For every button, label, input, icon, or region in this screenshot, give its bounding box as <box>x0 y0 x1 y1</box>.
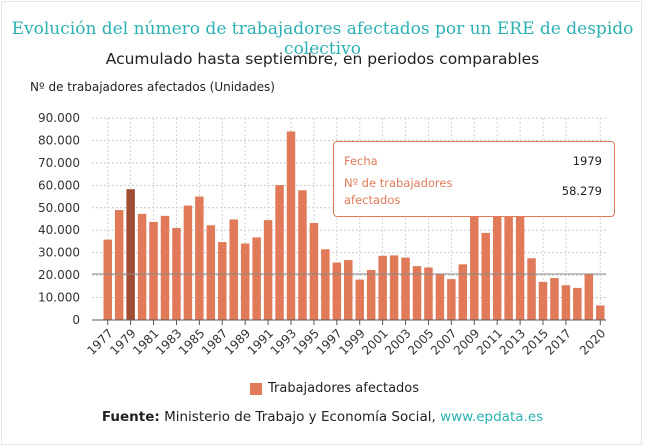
tooltip-date-key: Fecha <box>344 154 378 168</box>
bar-1988[interactable] <box>229 219 238 320</box>
tooltip-workers-key: Nº de trabajadores afectados <box>344 176 453 207</box>
bar-2016[interactable] <box>550 278 559 320</box>
bar-2006[interactable] <box>435 273 445 320</box>
bar-1993[interactable] <box>286 131 296 320</box>
bar-1991[interactable] <box>263 220 273 320</box>
source-link[interactable]: www.epdata.es <box>440 409 544 425</box>
bar-2004[interactable] <box>412 266 422 320</box>
bar-1977[interactable] <box>103 239 112 320</box>
y-axis-label: Nº de trabajadores afectados (Unidades) <box>30 80 275 94</box>
bar-2020[interactable] <box>596 305 605 320</box>
tooltip: Fecha 1979 Nº de trabajadores afectados … <box>333 141 615 217</box>
bar-2001[interactable] <box>378 255 387 320</box>
legend-label: Trabajadores afectados <box>268 381 420 396</box>
bar-1990[interactable] <box>252 237 261 320</box>
y-tick-label: 80.000 <box>38 133 80 147</box>
tooltip-date-value: 1979 <box>572 154 602 168</box>
bar-1985[interactable] <box>195 196 204 320</box>
chart-title: Evolución del número de trabajadores afe… <box>11 19 634 59</box>
y-tick-label: 20.000 <box>38 268 80 282</box>
bar-1989[interactable] <box>240 243 250 320</box>
bar-2013[interactable] <box>515 215 525 320</box>
bar-1987[interactable] <box>218 242 227 320</box>
bar-1981[interactable] <box>149 221 158 320</box>
bar-2012[interactable] <box>504 203 513 320</box>
y-tick-label: 40.000 <box>38 223 80 237</box>
source-text: Ministerio de Trabajo y Economía Social, <box>164 409 436 425</box>
bar-1986[interactable] <box>206 225 216 320</box>
bar-1995[interactable] <box>309 223 319 320</box>
y-tick-label: 50.000 <box>38 201 80 215</box>
bar-1996[interactable] <box>321 249 330 320</box>
chart-subtitle: Acumulado hasta septiembre, en periodos … <box>105 50 540 68</box>
bar-1984[interactable] <box>183 205 193 320</box>
bar-1982[interactable] <box>160 215 170 320</box>
tooltip-workers-value: 58.279 <box>561 184 602 198</box>
y-tick-label: 10.000 <box>38 291 80 305</box>
y-tick-label: 0 <box>72 313 80 327</box>
source-label: Fuente: <box>101 409 160 425</box>
y-tick-label: 60.000 <box>38 178 80 192</box>
bar-2014[interactable] <box>527 258 536 320</box>
bar-2008[interactable] <box>458 264 468 320</box>
x-tick-label: 2020 <box>577 326 608 357</box>
bar-1978[interactable] <box>114 210 124 320</box>
bar-2010[interactable] <box>481 232 490 320</box>
bar-2000[interactable] <box>366 269 376 320</box>
bar-1999[interactable] <box>355 279 364 320</box>
bar-1992[interactable] <box>275 185 284 320</box>
bar-2005[interactable] <box>424 267 433 320</box>
y-tick-label: 90.000 <box>38 111 80 125</box>
bar-1980[interactable] <box>137 213 147 320</box>
legend[interactable]: Trabajadores afectados <box>250 381 419 396</box>
x-tick-label: 2017 <box>543 326 574 357</box>
y-tick-label: 70.000 <box>38 156 80 170</box>
bar-2003[interactable] <box>401 257 410 320</box>
bar-2015[interactable] <box>538 281 548 320</box>
bar-2002[interactable] <box>389 255 399 320</box>
bar-2007[interactable] <box>447 279 456 320</box>
bar-2019[interactable] <box>584 273 594 320</box>
bar-1979[interactable] <box>126 189 135 320</box>
bar-2018[interactable] <box>573 287 582 320</box>
bar-1994[interactable] <box>298 190 307 320</box>
bar-2017[interactable] <box>561 285 571 320</box>
legend-swatch <box>250 382 262 395</box>
bar-1998[interactable] <box>344 260 353 320</box>
bar-1997[interactable] <box>332 262 342 320</box>
y-tick-label: 30.000 <box>38 246 80 260</box>
bar-2011[interactable] <box>492 212 502 320</box>
source-line: Fuente: Ministerio de Trabajo y Economía… <box>0 409 645 425</box>
bar-2009[interactable] <box>470 215 479 320</box>
